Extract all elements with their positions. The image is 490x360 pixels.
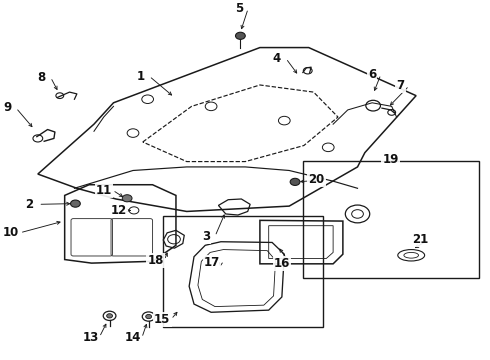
Circle shape [236, 32, 245, 39]
Text: 5: 5 [235, 2, 244, 15]
Circle shape [146, 314, 151, 319]
Text: 16: 16 [274, 257, 290, 270]
Text: 1: 1 [136, 69, 145, 82]
Text: 4: 4 [273, 52, 281, 65]
Bar [303, 161, 479, 278]
Text: 7: 7 [396, 79, 405, 92]
Text: 3: 3 [202, 230, 210, 243]
Text: 17: 17 [204, 256, 220, 269]
Text: 8: 8 [38, 71, 46, 84]
Text: 15: 15 [154, 313, 171, 326]
Text: 9: 9 [3, 101, 11, 114]
Text: 12: 12 [110, 204, 126, 217]
Text: 18: 18 [147, 254, 164, 267]
Text: 2: 2 [25, 198, 34, 211]
Bar [163, 216, 323, 327]
Circle shape [290, 178, 300, 185]
Text: 21: 21 [412, 233, 428, 246]
Text: 10: 10 [3, 226, 19, 239]
Text: 19: 19 [383, 153, 399, 166]
Text: 13: 13 [82, 331, 98, 344]
Text: 20: 20 [308, 173, 325, 186]
Text: 6: 6 [368, 68, 376, 81]
Text: 14: 14 [125, 332, 141, 345]
Text: 11: 11 [96, 184, 112, 197]
Circle shape [107, 314, 113, 318]
Circle shape [122, 195, 132, 202]
Circle shape [71, 200, 80, 207]
